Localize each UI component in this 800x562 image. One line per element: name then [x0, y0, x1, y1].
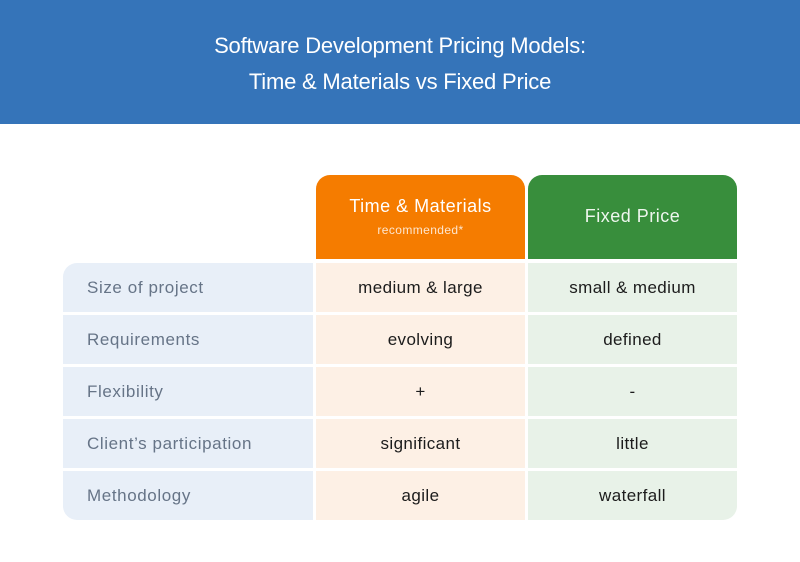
row-label: Size of project [63, 263, 313, 312]
row-label: Requirements [63, 315, 313, 364]
row-label: Methodology [63, 471, 313, 520]
title-line-2: Time & Materials vs Fixed Price [248, 69, 552, 94]
tm-value: medium & large [316, 263, 525, 312]
fp-value: small & medium [528, 263, 737, 312]
tm-value: + [316, 367, 525, 416]
fp-value: little [528, 419, 737, 468]
title-line-1: Software Development Pricing Models: [214, 33, 586, 58]
tm-value: agile [316, 471, 525, 520]
row-label: Client’s participation [63, 419, 313, 468]
fp-value: waterfall [528, 471, 737, 520]
tm-value: evolving [316, 315, 525, 364]
title-banner: Software Development Pricing Models: Tim… [0, 0, 800, 124]
fp-value: defined [528, 315, 737, 364]
column-name: Time & Materials [349, 196, 492, 216]
tm-value: significant [316, 419, 525, 468]
column-header-fixed-price: Fixed Price [528, 175, 737, 259]
fp-value: - [528, 367, 737, 416]
column-header-time-materials: Time & Materials recommended* [316, 175, 525, 259]
row-label: Flexibility [63, 367, 313, 416]
column-name: Fixed Price [584, 206, 681, 226]
recommended-badge: recommended* [377, 223, 464, 237]
